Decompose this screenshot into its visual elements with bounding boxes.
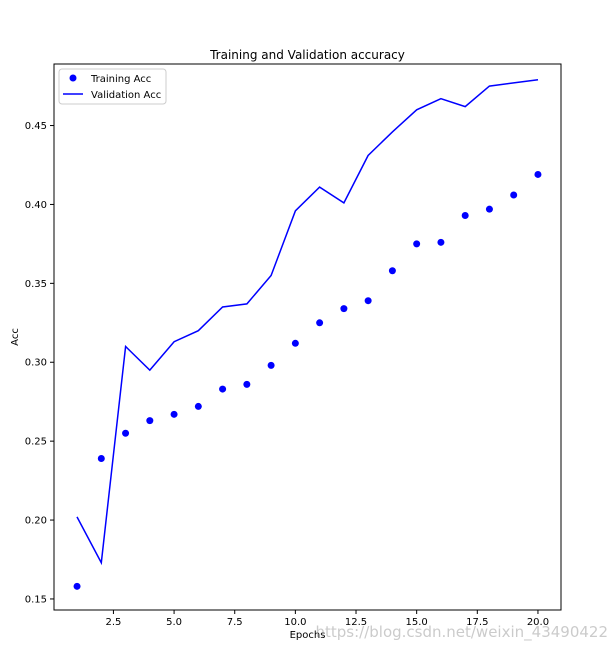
training-acc-point [437,238,445,246]
watermark: https://blog.csdn.net/weixin_43490422 [315,623,608,641]
y-tick-label: 0.20 [25,516,47,527]
legend: Training Acc Validation Acc [58,68,167,105]
x-tick-label: 12.5 [345,617,367,628]
training-acc-point [194,402,202,410]
axes: 2.5 5.0 7.5 10.0 12.5 15.0 17.5 20.0 0.15 0.20 0.2… [25,63,562,628]
x-tick-label: 20.0 [527,617,549,628]
training-acc-point [413,240,421,248]
training-acc-point [485,205,493,213]
training-acc-point [364,297,372,305]
training-acc-point [461,211,469,219]
y-tick-label: 0.45 [25,121,47,132]
training-acc-point [291,339,299,347]
training-acc-point [388,267,396,275]
legend-training-label: Training Acc [90,74,151,85]
x-tick-label: 5.0 [166,617,182,628]
x-axis-label: Epochs [290,630,326,641]
axes-frame [53,63,562,611]
x-tick-label: 2.5 [105,617,121,628]
y-tick-label: 0.25 [25,437,47,448]
training-acc-point [170,410,178,418]
training-acc-point [97,455,105,463]
x-tick-label: 17.5 [466,617,488,628]
legend-training-marker [69,74,77,82]
training-acc-point [73,582,81,590]
legend-box [58,68,167,105]
y-tick-label: 0.40 [25,200,47,211]
validation-acc-line [76,79,539,566]
training-acc-point [146,417,154,425]
y-tick-label: 0.35 [25,279,47,290]
chart-marks [73,79,542,590]
y-tick-label: 0.15 [25,594,47,605]
x-tick-label: 7.5 [227,617,243,628]
training-acc-point [316,319,324,327]
legend-validation-label: Validation Acc [91,90,161,101]
training-acc-point [122,429,130,437]
chart-title: Training and Validation accuracy [209,48,405,62]
y-tick-label: 0.30 [25,358,47,369]
training-acc-point [219,385,227,393]
training-acc-point [340,305,348,313]
training-acc-point [510,191,518,199]
training-acc-point [534,170,542,178]
training-acc-point [267,361,275,369]
x-tick-label: 15.0 [406,617,428,628]
plot-area [54,64,561,610]
y-axis-label: Acc [10,328,21,346]
training-acc-point [243,380,251,388]
x-tick-label: 10.0 [284,617,306,628]
